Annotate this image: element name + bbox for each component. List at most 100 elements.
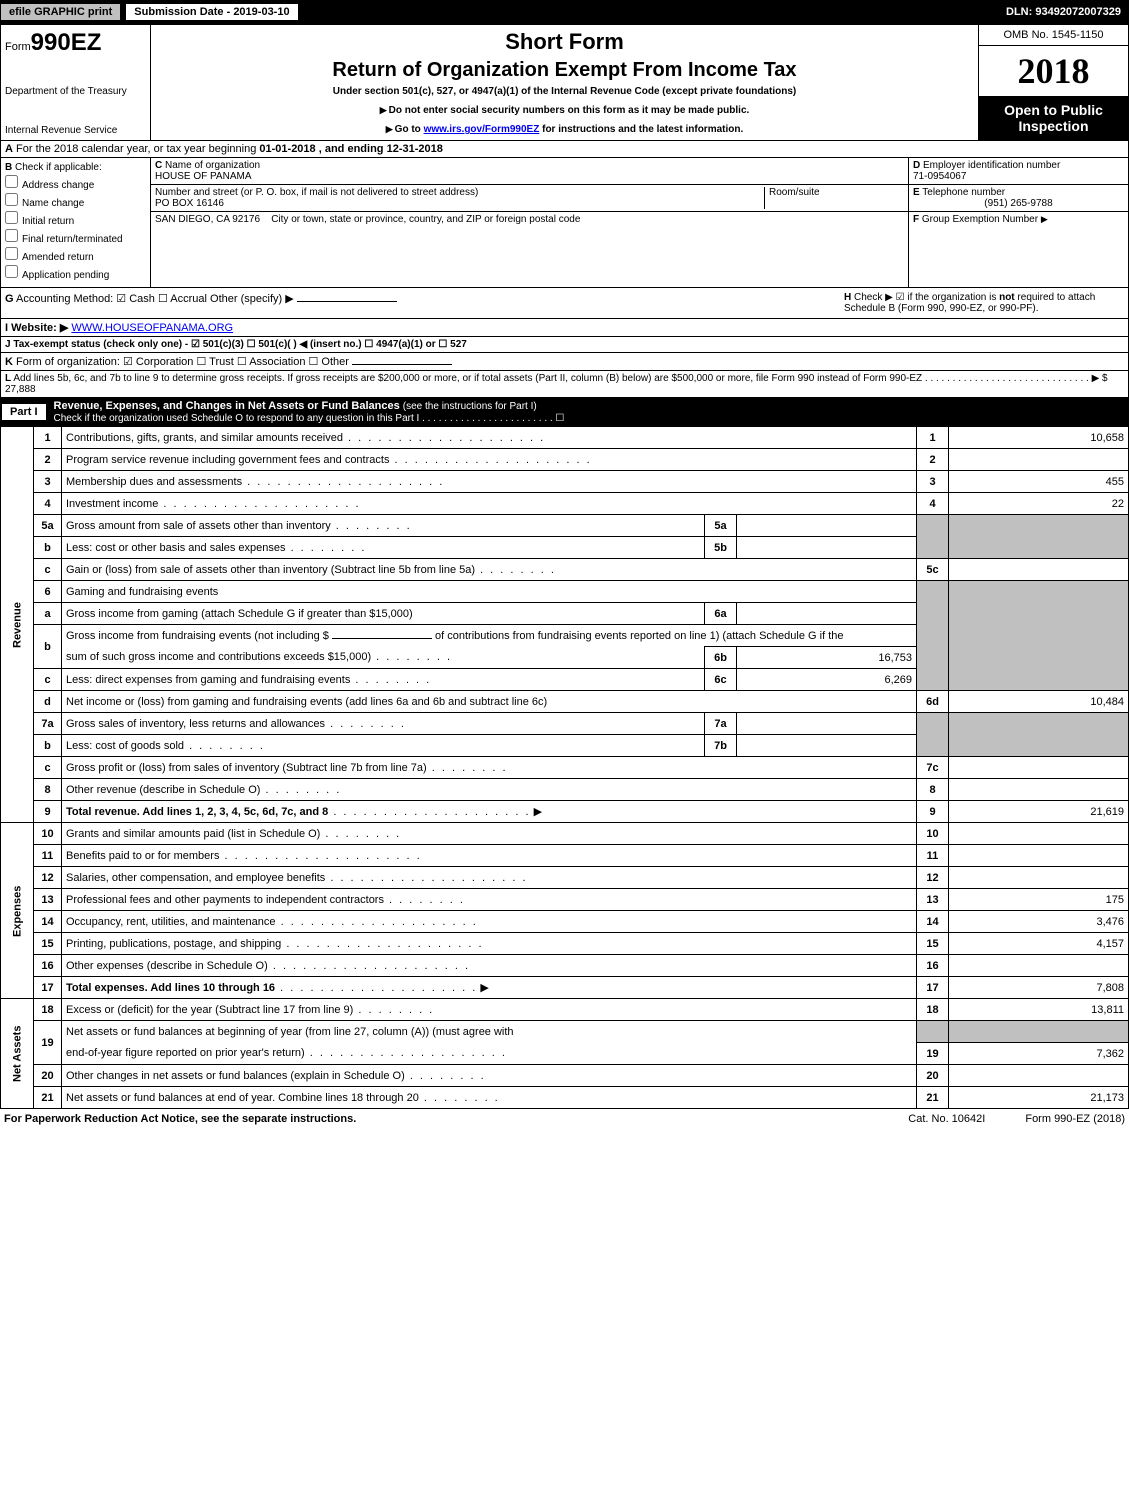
line-6b-desc1: Gross income from fundraising events (no…	[66, 630, 332, 642]
irs-link[interactable]: www.irs.gov/Form990EZ	[424, 124, 540, 135]
label-h: H	[844, 292, 851, 303]
label-g: G	[5, 293, 14, 305]
line-8-rnum: 8	[917, 779, 949, 801]
line-5a-desc: Gross amount from sale of assets other t…	[66, 520, 331, 532]
line-10-desc: Grants and similar amounts paid (list in…	[66, 828, 320, 840]
line-14-desc: Occupancy, rent, utilities, and maintena…	[66, 916, 276, 928]
addr-heading: Number and street (or P. O. box, if mail…	[155, 187, 478, 198]
line-5b-mval	[737, 537, 917, 559]
part1-label: Part I	[2, 404, 46, 420]
line-3-rnum: 3	[917, 471, 949, 493]
line-6b-num: b	[34, 625, 62, 669]
line-5a-mnum: 5a	[705, 515, 737, 537]
line-18-desc: Excess or (deficit) for the year (Subtra…	[66, 1004, 353, 1016]
line-6b-mnum: 6b	[705, 647, 737, 669]
line-17-val: 7,808	[949, 977, 1129, 999]
line-9-val: 21,619	[949, 801, 1129, 823]
opt-address-change: Address change	[22, 180, 94, 191]
line-5a-mval	[737, 515, 917, 537]
line-12-num: 12	[34, 867, 62, 889]
irs-label: Internal Revenue Service	[5, 125, 146, 136]
page-footer: For Paperwork Reduction Act Notice, see …	[0, 1109, 1129, 1129]
line-5b-num: b	[34, 537, 62, 559]
checkbox-name-change[interactable]: Name change	[5, 193, 146, 209]
tax-year: 2018	[979, 46, 1128, 96]
line-8-val	[949, 779, 1129, 801]
part1-title: Revenue, Expenses, and Changes in Net As…	[54, 400, 403, 412]
checkbox-address-change[interactable]: Address change	[5, 175, 146, 191]
line-4-num: 4	[34, 493, 62, 515]
other-specify-input[interactable]	[297, 301, 397, 302]
row-j: J Tax-exempt status (check only one) - ☑…	[0, 337, 1129, 353]
header-right: OMB No. 1545-1150 2018 Open to Public In…	[978, 25, 1128, 140]
line-1-rnum: 1	[917, 427, 949, 449]
line-19-rnum: 19	[917, 1043, 949, 1065]
section-b: B Check if applicable: Address change Na…	[1, 158, 151, 287]
other-org-input[interactable]	[352, 364, 452, 365]
org-address: PO BOX 16146	[155, 198, 224, 209]
line-5b-mnum: 5b	[705, 537, 737, 559]
line-16-val	[949, 955, 1129, 977]
line-7a-num: 7a	[34, 713, 62, 735]
grey-cell	[917, 581, 949, 691]
row-a-text2: , and ending	[319, 143, 387, 155]
row-k: K Form of organization: ☑ Corporation ☐ …	[0, 353, 1129, 371]
line-5c-desc: Gain or (loss) from sale of assets other…	[66, 564, 475, 576]
omb-number: OMB No. 1545-1150	[979, 25, 1128, 46]
line-6-desc: Gaming and fundraising events	[62, 581, 917, 603]
line-6c-mval: 6,269	[737, 669, 917, 691]
line-6a-mnum: 6a	[705, 603, 737, 625]
opt-accrual: Accrual	[170, 293, 207, 305]
checkbox-amended-return[interactable]: Amended return	[5, 247, 146, 263]
line-13-rnum: 13	[917, 889, 949, 911]
row-a: A For the 2018 calendar year, or tax yea…	[0, 141, 1129, 158]
checkbox-application-pending[interactable]: Application pending	[5, 265, 146, 281]
line-5c-rnum: 5c	[917, 559, 949, 581]
label-f: F	[913, 214, 919, 225]
line-13-val: 175	[949, 889, 1129, 911]
line-16-desc: Other expenses (describe in Schedule O)	[66, 960, 268, 972]
line-4-rnum: 4	[917, 493, 949, 515]
line-7b-desc: Less: cost of goods sold	[66, 740, 184, 752]
line-12-rnum: 12	[917, 867, 949, 889]
opt-amended-return: Amended return	[22, 252, 94, 263]
form-header: Form990EZ Department of the Treasury Int…	[0, 24, 1129, 141]
header-left: Form990EZ Department of the Treasury Int…	[1, 25, 151, 140]
line-4-desc: Investment income	[66, 498, 158, 510]
part1-table: Revenue 1 Contributions, gifts, grants, …	[0, 426, 1129, 1109]
opt-cash: Cash	[129, 293, 155, 305]
form-title: Return of Organization Exempt From Incom…	[155, 59, 974, 82]
line-7c-rnum: 7c	[917, 757, 949, 779]
grey-cell	[949, 1021, 1129, 1043]
row-gh: G Accounting Method: ☑ Cash ☐ Accrual Ot…	[0, 288, 1129, 319]
website-link[interactable]: WWW.HOUSEOFPANAMA.ORG	[71, 322, 233, 334]
line-6c-mnum: 6c	[705, 669, 737, 691]
checkbox-initial-return[interactable]: Initial return	[5, 211, 146, 227]
line-2-desc: Program service revenue including govern…	[66, 454, 389, 466]
line-15-num: 15	[34, 933, 62, 955]
checkbox-final-return[interactable]: Final return/terminated	[5, 229, 146, 245]
line-6c-num: c	[34, 669, 62, 691]
efile-print-button[interactable]: efile GRAPHIC print	[0, 3, 121, 21]
line-18-val: 13,811	[949, 999, 1129, 1021]
label-d: D	[913, 160, 920, 171]
line-19-desc: end-of-year figure reported on prior yea…	[66, 1047, 305, 1059]
ein-heading: Employer identification number	[923, 160, 1060, 171]
expenses-label: Expenses	[1, 823, 34, 999]
fundraising-amount-input[interactable]	[332, 638, 432, 639]
line-11-val	[949, 845, 1129, 867]
line-5c-val	[949, 559, 1129, 581]
arrow-icon	[386, 124, 395, 135]
grey-cell	[917, 1021, 949, 1043]
tax-year-begin: 01-01-2018	[259, 143, 315, 155]
room-suite: Room/suite	[764, 187, 904, 209]
h-text2: if the organization is	[907, 292, 999, 303]
org-city: SAN DIEGO, CA 92176	[155, 214, 260, 225]
line-3-val: 455	[949, 471, 1129, 493]
block-bcd: B Check if applicable: Address change Na…	[0, 158, 1129, 288]
grey-cell	[949, 713, 1129, 757]
line-21-desc: Net assets or fund balances at end of ye…	[66, 1092, 419, 1104]
open-public-1: Open to Public	[985, 102, 1122, 118]
row-i: I Website: ▶ WWW.HOUSEOFPANAMA.ORG	[0, 319, 1129, 337]
tax-year-end: 12-31-2018	[387, 143, 443, 155]
